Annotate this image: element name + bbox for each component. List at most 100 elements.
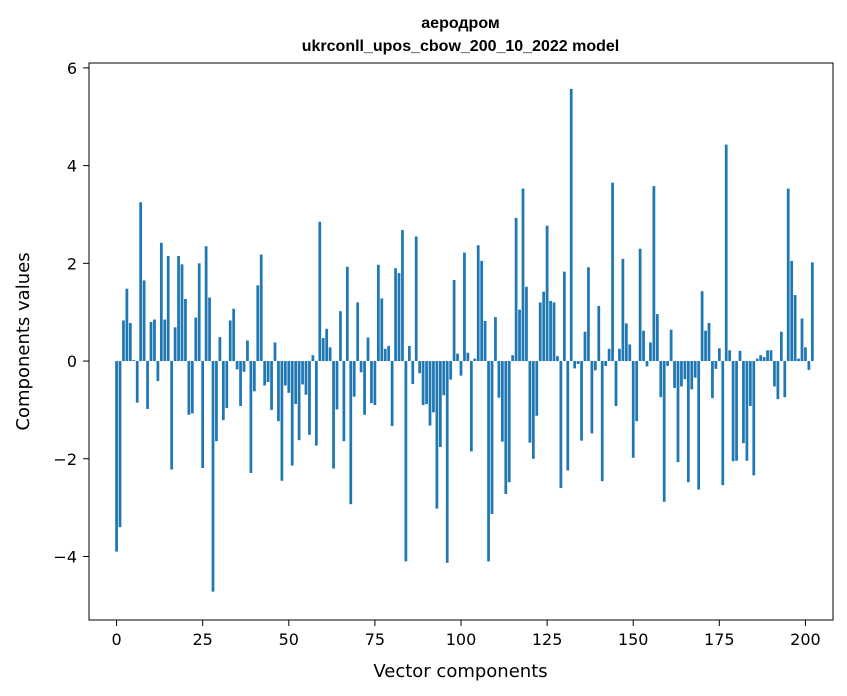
bar — [463, 252, 466, 362]
bar — [435, 361, 439, 509]
bar — [177, 256, 180, 362]
bar — [290, 361, 294, 466]
bar — [528, 361, 532, 443]
bar — [783, 361, 787, 398]
bar — [655, 314, 659, 362]
bar — [184, 298, 187, 362]
bar — [442, 361, 446, 396]
bar — [128, 322, 132, 362]
bar — [194, 317, 198, 362]
bar — [294, 361, 298, 405]
bar — [159, 242, 163, 362]
bar — [521, 188, 525, 362]
bar — [518, 309, 521, 362]
bar — [218, 337, 222, 362]
bar — [700, 291, 704, 362]
x-tick-label: 200 — [790, 630, 821, 649]
bar — [352, 361, 356, 397]
bar — [273, 342, 277, 362]
bar — [187, 361, 191, 415]
bars — [115, 88, 814, 592]
bar — [511, 355, 515, 362]
bar — [721, 361, 725, 486]
bar — [228, 320, 232, 362]
bar — [421, 361, 425, 406]
bar — [697, 361, 701, 490]
y-tick-label: 2 — [67, 254, 77, 273]
bar — [545, 225, 549, 362]
bar — [314, 361, 318, 446]
bar — [711, 361, 714, 399]
bar — [345, 266, 349, 362]
bar — [428, 361, 432, 426]
bar — [786, 188, 790, 362]
bar — [297, 361, 301, 441]
bar — [190, 361, 194, 414]
x-tick-label: 75 — [365, 630, 385, 649]
bar — [494, 317, 497, 362]
bar — [659, 361, 663, 398]
bar — [208, 297, 211, 362]
bar — [542, 291, 546, 362]
bar — [425, 361, 428, 405]
bar — [380, 298, 384, 362]
x-tick-label: 150 — [618, 630, 649, 649]
bar — [728, 350, 732, 362]
x-tick-label: 50 — [279, 630, 299, 649]
bar — [497, 361, 501, 398]
bar — [149, 321, 153, 362]
bar — [500, 361, 504, 442]
bar — [308, 361, 311, 435]
bar — [376, 264, 380, 362]
bar — [325, 328, 329, 362]
bar — [390, 361, 394, 427]
bar — [810, 262, 814, 362]
bar — [607, 348, 611, 362]
y-axis-label: Components values — [13, 252, 34, 430]
bar — [373, 361, 377, 406]
bar — [211, 361, 215, 592]
bar — [638, 248, 642, 362]
bar — [769, 350, 773, 362]
bar — [363, 361, 366, 415]
bar — [445, 361, 449, 563]
bar — [156, 361, 160, 382]
bar — [483, 320, 487, 362]
bar — [459, 361, 463, 376]
bar — [662, 361, 666, 502]
plot-frame — [88, 62, 834, 621]
bar — [552, 302, 556, 362]
bar — [604, 361, 608, 366]
bar — [576, 361, 580, 364]
bar — [146, 361, 149, 409]
bar — [246, 340, 249, 362]
bar — [535, 361, 539, 416]
chart-title: аеродром — [421, 15, 499, 32]
bar — [683, 361, 687, 380]
x-axis-ticks: 0 25 50 75 100 125 150 175 200 — [111, 620, 821, 649]
bar — [135, 361, 139, 403]
x-tick-label: 175 — [704, 630, 735, 649]
bar — [438, 361, 442, 448]
bar — [283, 361, 287, 386]
bar — [270, 361, 273, 410]
bar — [242, 361, 246, 372]
bar — [221, 361, 225, 421]
bar — [339, 311, 342, 362]
bar — [779, 331, 783, 362]
bar — [724, 144, 728, 362]
x-axis-label: Vector components — [373, 661, 547, 682]
bar — [197, 263, 201, 362]
bar — [414, 236, 418, 362]
bar — [383, 348, 387, 362]
y-axis-ticks: −4 −2 0 2 4 6 — [53, 59, 89, 566]
bar — [593, 361, 597, 371]
bar — [456, 353, 459, 362]
bar — [569, 88, 573, 362]
bar — [118, 361, 122, 528]
bar — [163, 319, 167, 362]
bar — [235, 361, 239, 370]
bar — [573, 361, 577, 369]
bar — [139, 202, 143, 362]
bar — [807, 361, 811, 370]
